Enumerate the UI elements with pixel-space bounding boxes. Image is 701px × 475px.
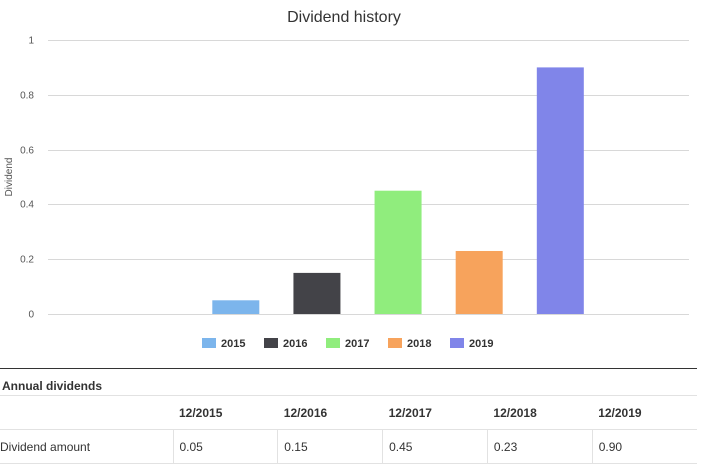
bars bbox=[212, 67, 584, 315]
header-cell: 12/2018 bbox=[487, 395, 593, 430]
value-cell: 0.15 bbox=[277, 429, 383, 464]
value-cell: 0.23 bbox=[486, 429, 593, 464]
header-cell: 12/2017 bbox=[382, 395, 488, 430]
header-cell: 12/2019 bbox=[592, 395, 697, 430]
table-row: Dividend amount 0.05 0.15 0.45 0.23 0.90 bbox=[0, 429, 697, 464]
y-axis-label: Dividend bbox=[4, 158, 15, 197]
value-cell: 0.05 bbox=[172, 429, 278, 464]
legend-label: 2016 bbox=[283, 338, 307, 350]
legend-swatch bbox=[264, 338, 278, 348]
legend-label: 2018 bbox=[407, 338, 431, 350]
y-tick-label: 0.4 bbox=[20, 200, 34, 211]
dividend-bar-chart: Dividend history Dividend 0 0.2 0.4 0.6 0.8 1… bbox=[4, 9, 689, 350]
value-cell: 0.45 bbox=[382, 429, 488, 464]
header-blank-cell bbox=[0, 395, 173, 430]
legend-label: 2015 bbox=[221, 338, 245, 350]
legend[interactable]: 2015 2016 2017 2018 2019 bbox=[202, 338, 493, 350]
legend-swatch bbox=[326, 338, 340, 348]
row-label-cell: Dividend amount bbox=[0, 429, 173, 464]
bar-2019[interactable] bbox=[536, 67, 584, 315]
legend-swatch bbox=[388, 338, 402, 348]
legend-item-2017[interactable]: 2017 bbox=[326, 338, 369, 350]
header-cell: 12/2015 bbox=[173, 395, 278, 430]
bar-2017[interactable] bbox=[374, 190, 422, 314]
y-tick-label: 0.6 bbox=[20, 146, 34, 157]
legend-item-2018[interactable]: 2018 bbox=[388, 338, 431, 350]
legend-item-2015[interactable]: 2015 bbox=[202, 338, 245, 350]
bar-2018[interactable] bbox=[455, 250, 503, 314]
y-tick-label: 0.8 bbox=[20, 91, 34, 102]
y-axis-ticks: 0 0.2 0.4 0.6 0.8 1 bbox=[20, 36, 34, 321]
legend-item-2019[interactable]: 2019 bbox=[450, 338, 493, 350]
legend-item-2016[interactable]: 2016 bbox=[264, 338, 307, 350]
section-divider bbox=[0, 368, 697, 369]
y-tick-label: 1 bbox=[28, 36, 34, 47]
bar-2015[interactable] bbox=[212, 300, 260, 314]
legend-swatch bbox=[202, 338, 216, 348]
y-tick-label: 0 bbox=[28, 310, 34, 321]
legend-label: 2017 bbox=[345, 338, 369, 350]
table-title: Annual dividends bbox=[2, 379, 103, 393]
annual-dividends-section: Annual dividends 12/2015 12/2016 12/2017… bbox=[0, 368, 701, 464]
table-header-row: 12/2015 12/2016 12/2017 12/2018 12/2019 bbox=[0, 395, 697, 430]
legend-label: 2019 bbox=[469, 338, 493, 350]
chart-title: Dividend history bbox=[287, 9, 401, 26]
legend-swatch bbox=[450, 338, 464, 348]
y-tick-label: 0.2 bbox=[20, 255, 34, 266]
bar-2016[interactable] bbox=[293, 272, 341, 314]
annual-dividends-table: 12/2015 12/2016 12/2017 12/2018 12/2019 … bbox=[0, 395, 697, 464]
gridlines bbox=[48, 40, 689, 315]
header-cell: 12/2016 bbox=[277, 395, 383, 430]
value-cell: 0.90 bbox=[591, 429, 697, 464]
